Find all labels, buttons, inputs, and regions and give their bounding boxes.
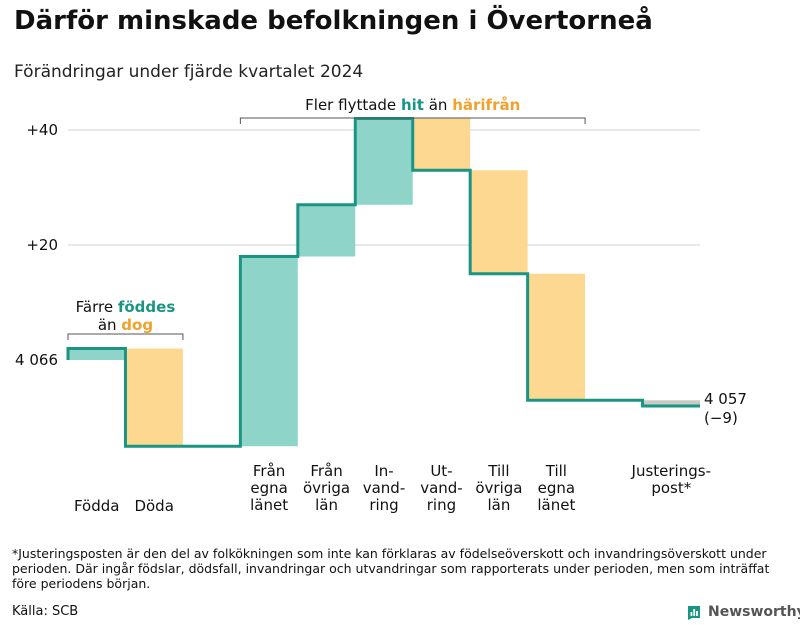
y-tick-label: +20	[26, 236, 58, 254]
waterfall-chart: 4 066+20+40 Födda DödaFrånegnalänetFrånöv…	[15, 96, 747, 515]
bar	[355, 118, 413, 205]
category-label: Till	[545, 462, 567, 480]
newsworthy-logo-icon	[688, 606, 700, 620]
category-label: Från	[253, 462, 285, 480]
annotation-top-an: än	[429, 96, 448, 114]
bar	[240, 256, 298, 447]
category-label: egna	[250, 479, 287, 497]
annotation-top-hit: hit	[401, 96, 424, 114]
chart-bars	[68, 118, 700, 447]
category-label: län	[315, 496, 338, 514]
category-label: Från	[310, 462, 342, 480]
brand-logo: Newsworthy	[686, 604, 800, 620]
category-label: post*	[651, 479, 691, 497]
bar	[297, 204, 356, 257]
annotation-left-line1: Färre föddes	[76, 298, 176, 316]
bar	[642, 400, 700, 406]
category-label: vand-	[420, 479, 463, 497]
annotation-left: Färre föddes än dog	[67, 298, 184, 340]
category-label: övriga	[475, 479, 522, 497]
end-value-label: 4 057	[704, 390, 747, 408]
category-labels: Födda DödaFrånegnalänetFrånövrigalänIn-va…	[74, 462, 711, 515]
bar	[125, 348, 183, 447]
bar	[470, 170, 528, 274]
category-label: Justerings-	[631, 462, 711, 480]
y-tick-label: +40	[26, 121, 58, 139]
annotation-top: Fler flyttade hit än härifrån	[239, 96, 586, 124]
annotation-left-fodde: föddes	[118, 298, 175, 316]
annotation-left-line2: än dog	[98, 316, 153, 334]
category-label: länet	[250, 496, 288, 514]
end-change-label: (−9)	[704, 409, 738, 427]
footnote: *Justeringsposten är den del av folkökni…	[12, 546, 770, 591]
chart-subtitle: Förändringar under fjärde kvartalet 2024	[14, 62, 364, 82]
annotation-top-text: Fler flyttade hit än härifrån	[305, 96, 520, 114]
y-tick-label: 4 066	[15, 351, 58, 369]
chart-title: Därför minskade befolkningen i Övertorne…	[14, 6, 653, 36]
category-label: Döda	[134, 497, 173, 515]
category-label: In-	[374, 462, 393, 480]
annotation-top-fler: Fler flyttade	[305, 96, 396, 114]
annotation-top-bracket	[239, 117, 586, 124]
annotation-left-dog: dog	[121, 316, 153, 334]
brand-name: Newsworthy	[708, 604, 800, 620]
y-axis-labels: 4 066 +20 +40	[15, 121, 58, 369]
category-label: övriga	[303, 479, 350, 497]
category-label: egna	[538, 479, 575, 497]
category-label: Ut-	[430, 462, 452, 480]
bar	[412, 118, 471, 171]
source-label: Källa: SCB	[12, 604, 79, 619]
category-label: Till	[487, 462, 509, 480]
end-value-labels: 4 057 (−9)	[704, 390, 747, 427]
category-label: ring	[369, 496, 398, 514]
category-label: län	[487, 496, 510, 514]
category-label: Födda	[74, 497, 120, 515]
annotation-top-harifran: härifrån	[452, 96, 520, 114]
category-label: ring	[427, 496, 456, 514]
annotation-left-bracket	[67, 333, 184, 340]
bar	[68, 348, 126, 360]
category-label: länet	[537, 496, 575, 514]
bar	[527, 273, 586, 401]
annotation-left-an: än	[98, 316, 117, 334]
category-label: vand-	[363, 479, 406, 497]
annotation-left-farre: Färre	[76, 298, 113, 316]
